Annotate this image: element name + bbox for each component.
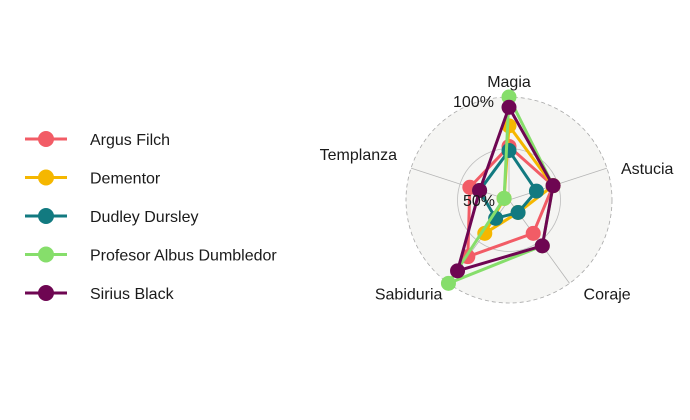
legend-swatch-3 (38, 246, 54, 263)
axis-label-2: Coraje (584, 286, 631, 303)
legend-swatch-2 (38, 208, 54, 224)
series-point-2-0 (501, 143, 517, 159)
series-line-0 (466, 144, 555, 259)
grid-spoke (410, 167, 510, 201)
series-point-3-3 (440, 275, 456, 291)
legend-label-4: Sirius Black (90, 286, 175, 303)
legend-swatch-1 (38, 169, 54, 186)
legend-swatch-0 (38, 131, 54, 147)
legend-label-3: Profesor Albus Dumbledor (90, 248, 277, 265)
axis-label-3: Sabiduria (375, 286, 443, 303)
legend-label-0: Argus Filch (90, 132, 170, 149)
series-line-4 (456, 105, 555, 273)
series-point-4-4 (472, 182, 488, 198)
axis-label-1: Astucia (621, 161, 674, 178)
radar-series (440, 89, 561, 291)
series-point-3-0 (501, 89, 517, 105)
series-point-4-3 (450, 263, 466, 279)
axis-label-4: Templanza (320, 147, 397, 164)
legend-label-1: Dementor (90, 171, 161, 188)
series-point-0-2 (525, 225, 541, 241)
series-point-3-4 (496, 190, 512, 206)
series-point-4-2 (534, 238, 550, 254)
axis-label-0: Magia (487, 74, 531, 91)
series-line-2 (478, 149, 538, 220)
grid-label-outer: 100% (453, 94, 494, 111)
legend: Argus Filch Dementor Dudley Dursley Profeso… (25, 131, 277, 303)
series-point-2-2 (510, 204, 526, 220)
grid-label-mid: 50% (463, 193, 495, 210)
series-point-1-3 (477, 225, 493, 241)
series-point-2-1 (528, 183, 544, 199)
legend-swatch-4 (38, 285, 54, 301)
series-point-4-1 (545, 178, 561, 194)
radar-axis-labels: Magia Astucia Coraje Sabiduria Templanza 50% 1… (320, 74, 674, 303)
series-point-4-0 (501, 99, 517, 115)
legend-label-2: Dudley Dursley (90, 209, 198, 226)
